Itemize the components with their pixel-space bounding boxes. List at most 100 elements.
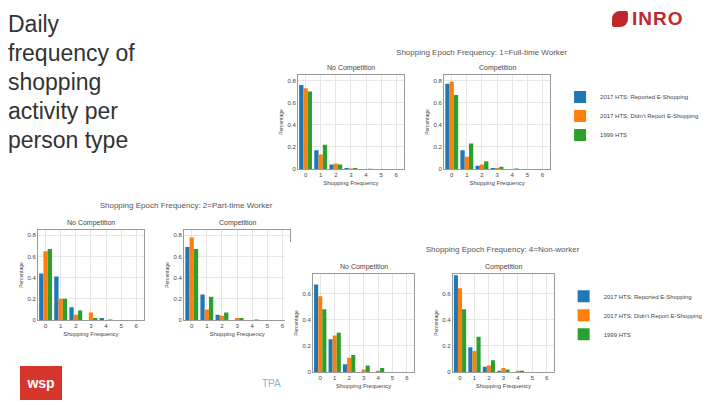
svg-text:6: 6	[541, 172, 545, 178]
svg-text:0: 0	[319, 375, 323, 381]
svg-text:0.6: 0.6	[174, 254, 183, 260]
svg-text:4: 4	[251, 323, 255, 329]
svg-text:4: 4	[516, 375, 520, 381]
svg-text:2: 2	[347, 375, 351, 381]
svg-text:0.6: 0.6	[302, 291, 311, 297]
svg-text:0: 0	[190, 323, 194, 329]
svg-text:0: 0	[44, 323, 48, 329]
svg-text:0.4: 0.4	[302, 317, 311, 323]
svg-text:5: 5	[266, 323, 270, 329]
svg-text:1: 1	[473, 375, 477, 381]
svg-text:4: 4	[364, 172, 368, 178]
svg-text:2: 2	[480, 172, 484, 178]
svg-text:Shopping Frequency: Shopping Frequency	[469, 180, 524, 186]
svg-text:Shopping Frequency: Shopping Frequency	[323, 180, 378, 186]
svg-text:0.8: 0.8	[174, 232, 183, 238]
svg-text:0.2: 0.2	[302, 343, 311, 349]
svg-text:0.8: 0.8	[27, 232, 36, 238]
svg-text:0.4: 0.4	[174, 275, 183, 281]
svg-text:1999 HTS: 1999 HTS	[600, 132, 627, 138]
html-text:INRO: INRO	[632, 8, 684, 29]
svg-text:3: 3	[362, 375, 366, 381]
svg-text:1999 HTS: 1999 HTS	[604, 332, 631, 338]
svg-text:No Competition: No Competition	[340, 263, 388, 271]
svg-text:2: 2	[487, 375, 491, 381]
svg-text:5: 5	[391, 375, 395, 381]
html-text:wsp: wsp	[27, 375, 55, 391]
svg-text:5: 5	[526, 172, 530, 178]
svg-text:0: 0	[439, 166, 443, 172]
svg-text:4: 4	[376, 375, 380, 381]
html-text:Daily frequency of shopping ac: Daily frequency of shopping activity per…	[8, 11, 135, 153]
svg-text:4: 4	[104, 323, 108, 329]
svg-text:Competition: Competition	[479, 64, 516, 72]
svg-text:3: 3	[502, 375, 506, 381]
svg-text:5: 5	[531, 375, 535, 381]
svg-text:Shopping Frequency: Shopping Frequency	[476, 383, 531, 389]
svg-text:Percentage: Percentage	[424, 109, 430, 135]
svg-text:3: 3	[89, 323, 93, 329]
svg-text:Shopping Frequency: Shopping Frequency	[336, 383, 391, 389]
svg-text:Shopping Frequency: Shopping Frequency	[63, 331, 118, 337]
svg-text:0.4: 0.4	[434, 122, 443, 128]
svg-text:1: 1	[205, 323, 209, 329]
svg-text:6: 6	[545, 375, 549, 381]
svg-text:No Competition: No Competition	[67, 219, 115, 227]
svg-text:Percentage: Percentage	[164, 262, 170, 288]
svg-text:2017 HTS: Didn't Report E-Shop: 2017 HTS: Didn't Report E-Shopping	[604, 313, 702, 319]
svg-text:5: 5	[379, 172, 383, 178]
svg-text:0.2: 0.2	[442, 343, 451, 349]
svg-text:2: 2	[334, 172, 338, 178]
svg-text:4: 4	[511, 172, 515, 178]
svg-text:0.4: 0.4	[442, 317, 451, 323]
svg-text:0: 0	[304, 172, 308, 178]
svg-text:Shopping Frequency: Shopping Frequency	[209, 331, 264, 337]
svg-text:6: 6	[395, 172, 399, 178]
svg-text:Competition: Competition	[219, 219, 256, 227]
svg-text:0.2: 0.2	[27, 296, 36, 302]
svg-text:2017 HTS: Reported E-Shopping: 2017 HTS: Reported E-Shopping	[600, 94, 688, 100]
svg-text:2: 2	[74, 323, 78, 329]
svg-text:0: 0	[32, 317, 36, 323]
svg-text:3: 3	[235, 323, 239, 329]
svg-text:3: 3	[349, 172, 353, 178]
svg-text:0: 0	[447, 369, 451, 375]
svg-text:6: 6	[281, 323, 285, 329]
svg-text:Percentage: Percentage	[18, 262, 24, 288]
svg-text:0: 0	[179, 317, 183, 323]
svg-text:0.6: 0.6	[442, 291, 451, 297]
svg-text:0.2: 0.2	[174, 296, 183, 302]
svg-text:Percentage: Percentage	[278, 109, 284, 135]
svg-text:Competition: Competition	[485, 263, 522, 271]
svg-text:No Competition: No Competition	[327, 64, 375, 72]
svg-text:Shopping Epoch Frequency: 4=No: Shopping Epoch Frequency: 4=Non-worker	[426, 245, 580, 254]
svg-text:0.8: 0.8	[287, 78, 296, 84]
svg-text:Shopping Epoch Frequency: 1=Fu: Shopping Epoch Frequency: 1=Full-time Wo…	[396, 48, 567, 57]
svg-text:2017 HTS: Reported E-Shopping: 2017 HTS: Reported E-Shopping	[604, 294, 692, 300]
svg-text:0.2: 0.2	[434, 144, 443, 150]
svg-text:6: 6	[135, 323, 139, 329]
svg-text:0.6: 0.6	[287, 100, 296, 106]
svg-text:0.6: 0.6	[434, 100, 443, 106]
svg-text:Percentage: Percentage	[293, 310, 299, 336]
svg-text:0: 0	[292, 166, 296, 172]
svg-text:3: 3	[495, 172, 499, 178]
svg-text:0: 0	[450, 172, 454, 178]
svg-text:1: 1	[319, 172, 323, 178]
svg-text:0.6: 0.6	[27, 254, 36, 260]
svg-text:0.2: 0.2	[287, 144, 296, 150]
svg-text:1: 1	[333, 375, 337, 381]
svg-text:0: 0	[458, 375, 462, 381]
svg-text:2017 HTS: Didn't Report E-Shop: 2017 HTS: Didn't Report E-Shopping	[600, 113, 698, 119]
svg-text:0.4: 0.4	[287, 122, 296, 128]
svg-text:0.8: 0.8	[434, 78, 443, 84]
svg-text:1: 1	[59, 323, 63, 329]
svg-text:0: 0	[307, 369, 311, 375]
svg-text:1: 1	[465, 172, 469, 178]
svg-text:2: 2	[220, 323, 224, 329]
svg-text:Shopping Epoch Frequency: 2=Pa: Shopping Epoch Frequency: 2=Part-time Wo…	[100, 201, 273, 210]
svg-text:0.4: 0.4	[27, 275, 36, 281]
svg-text:5: 5	[119, 323, 123, 329]
svg-text:Percentage: Percentage	[433, 310, 439, 336]
svg-text:6: 6	[405, 375, 409, 381]
